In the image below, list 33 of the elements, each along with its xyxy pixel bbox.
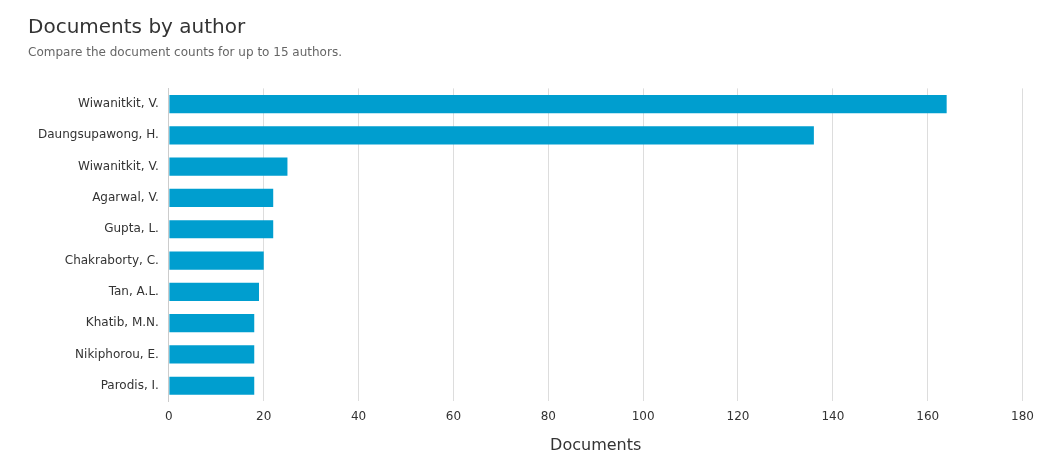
x-tick-label: 80 <box>540 408 556 423</box>
x-tick-label: 60 <box>445 408 462 423</box>
bar <box>169 345 255 364</box>
chart-subtitle: Compare the document counts for up to 15 authors. <box>28 45 342 60</box>
bar <box>169 282 259 301</box>
x-tick-label: 0 <box>165 408 173 423</box>
y-tick-label: Khatib, M.N. <box>85 315 159 330</box>
bar <box>169 220 274 239</box>
y-tick-label: Parodis, I. <box>100 377 159 392</box>
chart-title: Documents by author <box>28 14 246 39</box>
y-tick-label: Chakraborty, C. <box>64 252 159 267</box>
bar <box>169 188 274 208</box>
x-tick-label: 120 <box>726 408 750 423</box>
y-tick-label: Wiwanitkit, V. <box>78 96 159 111</box>
x-tick-label: 100 <box>631 408 655 423</box>
x-tick-label: 20 <box>256 408 272 423</box>
bar <box>169 314 255 333</box>
x-axis-title: Documents <box>550 434 642 454</box>
bar <box>169 251 264 270</box>
y-tick-label: Nikiphorou, E. <box>75 346 159 361</box>
bar <box>169 376 255 395</box>
y-tick-label: Daungsupawong, H. <box>37 127 159 142</box>
bar <box>169 157 288 176</box>
y-tick-label: Gupta, L. <box>104 221 159 236</box>
y-tick-label: Tan, A.L. <box>107 283 159 298</box>
bar <box>169 126 814 145</box>
x-tick-label: 180 <box>1011 408 1034 423</box>
y-tick-label: Agarwal, V. <box>92 190 159 205</box>
x-tick-label: 140 <box>821 408 845 423</box>
y-tick-label: Wiwanitkit, V. <box>78 158 159 173</box>
x-tick-label: 40 <box>350 408 367 423</box>
x-tick-label: 160 <box>916 408 940 423</box>
bar <box>169 94 947 114</box>
